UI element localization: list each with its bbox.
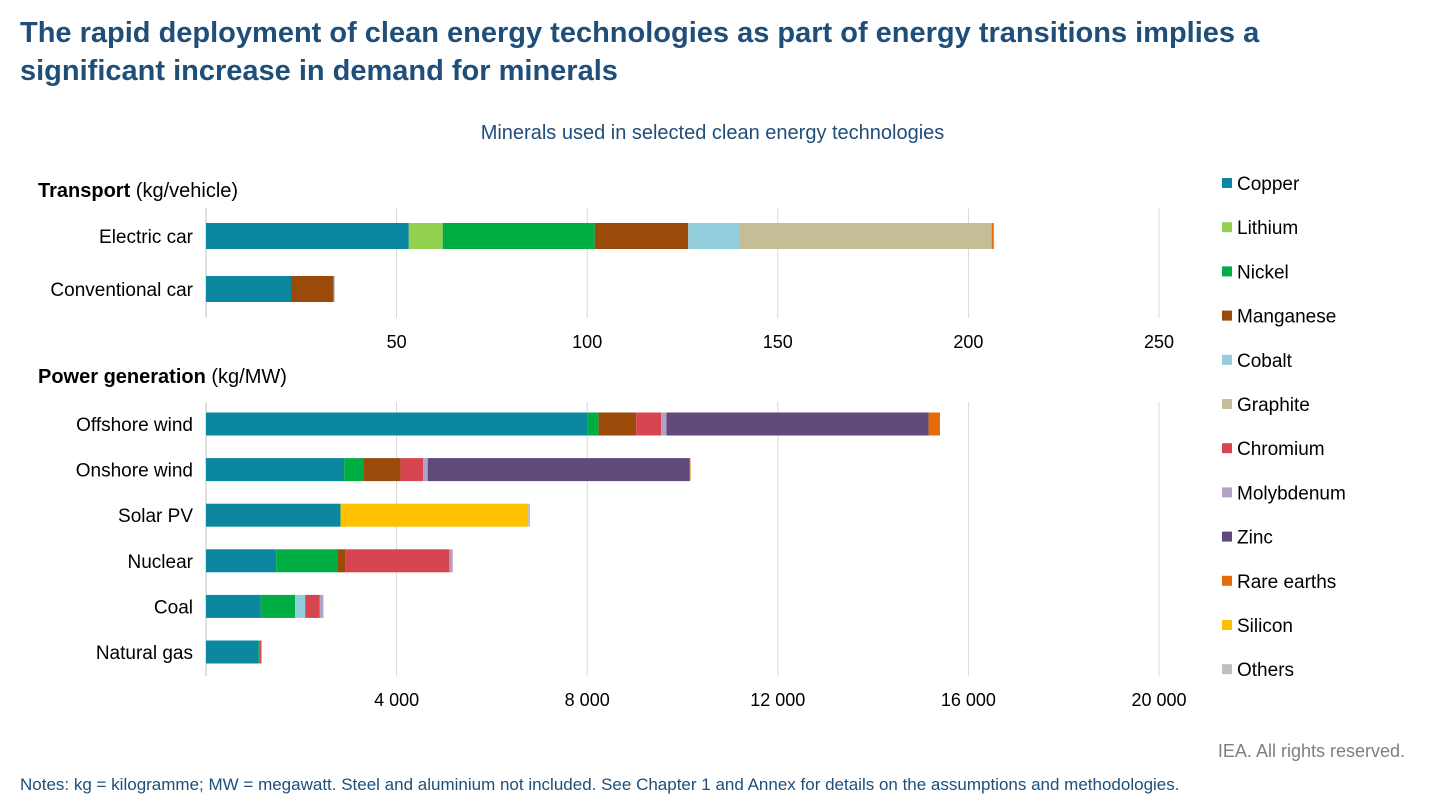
bar-conventional-car-others [333, 276, 335, 302]
x-tick-label: 250 [1144, 332, 1174, 352]
legend-swatch-molybdenum [1222, 487, 1232, 498]
legend-label-others: Others [1237, 660, 1294, 681]
x-tick-label: 100 [572, 332, 602, 352]
legend-swatch-cobalt [1222, 354, 1232, 365]
x-tick-label: 150 [763, 332, 793, 352]
bar-solar-pv-others [528, 503, 531, 527]
bar-nuclear-molybdenum [449, 549, 453, 573]
bar-conventional-car-manganese [291, 276, 334, 302]
bar-electric-car-rare-earths [991, 223, 994, 249]
bar-onshore-wind-rare-earths [689, 458, 691, 482]
legend-label-graphite: Graphite [1237, 395, 1310, 416]
bar-onshore-wind-zinc [427, 458, 690, 482]
bar-electric-car-copper [206, 223, 409, 249]
bar-natural-gas-nickel [258, 640, 260, 664]
bar-offshore-wind-copper [206, 412, 588, 436]
bar-coal-others [322, 594, 324, 618]
legend-swatch-nickel [1222, 266, 1232, 277]
chart-subtitle: Minerals used in selected clean energy t… [480, 122, 945, 144]
bar-offshore-wind-zinc [666, 412, 929, 436]
bar-offshore-wind-chromium [636, 412, 662, 436]
panel-title-bold: Transport [38, 180, 131, 202]
bar-nuclear-manganese [337, 549, 346, 573]
x-tick-label: 200 [953, 332, 983, 352]
legend-label-copper: Copper [1237, 174, 1300, 195]
panel-title-unit: (kg/vehicle) [130, 180, 238, 202]
bar-electric-car-cobalt [688, 223, 739, 249]
bar-onshore-wind-chromium [400, 458, 423, 482]
legend-label-cobalt: Cobalt [1237, 351, 1293, 372]
x-tick-label: 16 000 [941, 690, 996, 710]
bar-coal-cobalt [295, 594, 306, 618]
category-label: Solar PV [118, 506, 193, 527]
bar-nuclear-nickel [276, 549, 338, 573]
bar-coal-nickel [260, 594, 296, 618]
legend-label-nickel: Nickel [1237, 262, 1289, 283]
bar-onshore-wind-manganese [363, 458, 401, 482]
bar-natural-gas-chromium [259, 640, 262, 664]
legend-label-zinc: Zinc [1237, 528, 1273, 549]
x-tick-label: 50 [387, 332, 407, 352]
legend-label-manganese: Manganese [1237, 307, 1336, 328]
bar-coal-copper [206, 594, 261, 618]
legend-label-lithium: Lithium [1237, 218, 1298, 239]
legend-label-molybdenum: Molybdenum [1237, 483, 1346, 504]
bar-electric-car-others [993, 223, 995, 249]
bar-offshore-wind-rare-earths [928, 412, 940, 436]
legend-swatch-copper [1222, 178, 1232, 188]
legend-swatch-others [1222, 664, 1232, 675]
category-label: Nuclear [128, 552, 194, 573]
category-label: Onshore wind [76, 461, 193, 482]
x-tick-label: 20 000 [1131, 690, 1186, 710]
mineral-demand-chart: Transport (kg/vehicle) 50 100 150 200 250 Elec… [38, 174, 1346, 710]
legend-swatch-graphite [1222, 399, 1232, 409]
legend-swatch-silicon [1222, 620, 1232, 630]
legend-swatch-rare-earths [1222, 575, 1232, 586]
panel-title-power-generation: Power generation (kg/MW) [38, 366, 287, 388]
bar-offshore-wind-nickel [587, 412, 599, 436]
legend-swatch-chromium [1222, 443, 1232, 454]
x-tick-label: 4 000 [374, 690, 419, 710]
category-label: Coal [154, 597, 193, 618]
category-label: Offshore wind [76, 415, 193, 436]
legend-swatch-manganese [1222, 310, 1232, 321]
legend-swatch-lithium [1222, 222, 1232, 233]
x-tick-label: 12 000 [750, 690, 805, 710]
bar-conventional-car-copper [206, 276, 292, 302]
legend-label-silicon: Silicon [1237, 616, 1293, 637]
category-label: Conventional car [50, 280, 193, 301]
legend-swatch-zinc [1222, 531, 1232, 542]
panel-title-bold: Power generation [38, 366, 206, 388]
bar-electric-car-nickel [442, 223, 595, 249]
bar-electric-car-manganese [594, 223, 689, 249]
bar-natural-gas-copper [206, 640, 259, 664]
bar-electric-car-graphite [738, 223, 992, 249]
legend-label-chromium: Chromium [1237, 439, 1325, 460]
panel-title-transport: Transport (kg/vehicle) [38, 180, 238, 202]
bar-nuclear-copper [206, 549, 277, 573]
page-headline: The rapid deployment of clean energy tec… [20, 17, 1260, 87]
bar-solar-pv-copper [206, 503, 341, 527]
legend-label-rare-earths: Rare earths [1237, 572, 1336, 593]
category-label: Electric car [99, 227, 194, 248]
bar-onshore-wind-copper [206, 458, 345, 482]
bar-coal-molybdenum [319, 594, 323, 618]
category-label: Natural gas [96, 643, 193, 664]
bar-onshore-wind-nickel [344, 458, 364, 482]
x-tick-label: 8 000 [565, 690, 610, 710]
bar-nuclear-chromium [345, 549, 450, 573]
bar-electric-car-lithium [408, 223, 443, 249]
chart-notes: Notes: kg = kilogramme; MW = megawatt. S… [20, 775, 1180, 794]
bar-offshore-wind-manganese [598, 412, 637, 436]
bar-offshore-wind-molybdenum [661, 412, 667, 436]
panel-title-unit: (kg/MW) [206, 366, 287, 388]
bar-coal-chromium [305, 594, 320, 618]
rights-notice: IEA. All rights reserved. [1217, 741, 1405, 761]
bar-onshore-wind-molybdenum [422, 458, 428, 482]
bar-solar-pv-silicon [340, 503, 529, 527]
